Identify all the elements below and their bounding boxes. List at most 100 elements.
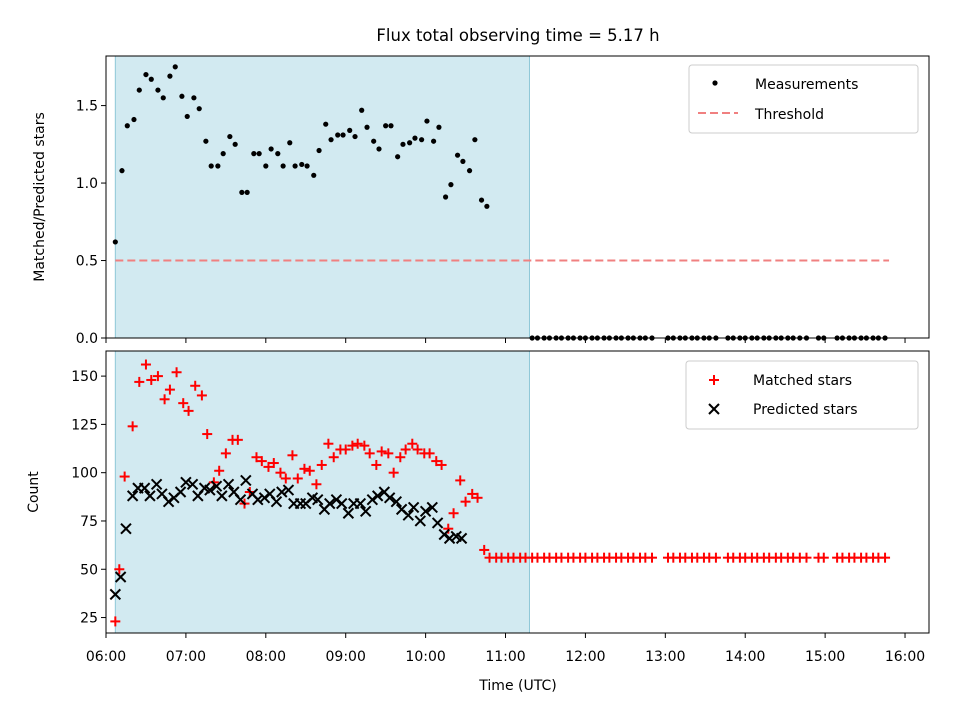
cross-stroke-b [162,495,175,508]
matched-star-marker [114,564,125,575]
cross-stroke-b [186,478,199,490]
predicted-star-marker [443,532,456,545]
cross-stroke-b [402,509,415,521]
x-tick-label: 06:00 [86,649,126,665]
x-axis-label: Time (UTC) [478,678,556,694]
matched-star-marker [400,444,411,455]
matched-star-marker [196,390,207,401]
x-tick-label: 15:00 [805,649,845,665]
measurement-point [172,64,178,70]
matched-star-marker [190,380,201,391]
measurement-point [359,107,365,113]
predicted-star-marker [414,515,426,527]
predicted-star-marker [324,497,336,510]
measurement-point [112,239,118,245]
legend-predicted-label: Predicted stars [753,402,858,418]
measurement-point [143,71,149,78]
measurement-point [371,138,377,144]
x-tick-label: 13:00 [645,649,685,665]
predicted-star-marker [234,494,247,506]
measurement-point [220,151,226,157]
measurement-point [239,189,245,195]
matched-star-marker [412,444,423,455]
predicted-star-marker [210,480,223,492]
cross-stroke-b [426,501,438,514]
cross-stroke-b [330,494,343,506]
predicted-star-marker [402,509,415,521]
top-y-tick-label: 1.5 [76,99,98,115]
measurement-point [323,121,329,127]
measurement-point [352,133,358,140]
legend-matched-swatch [709,375,719,385]
cross-stroke-b [144,490,156,502]
predicted-star-marker [383,492,396,504]
matched-star-marker [292,473,303,484]
cross-stroke-b [395,503,408,516]
predicted-star-marker [252,494,264,506]
predicted-star-marker [222,478,235,490]
cross-stroke-b [371,490,384,502]
predicted-star-marker [336,497,348,510]
matched-star-marker [164,384,175,395]
measurement-point [460,158,466,164]
matched-star-marker [275,467,286,478]
cross-stroke-b [359,505,372,518]
matched-star-marker [388,467,399,478]
measurement-point [304,163,310,169]
cross-stroke-b [174,486,187,498]
matched-star-marker [287,450,298,461]
matched-star-marker [134,376,145,387]
measurement-point [454,152,461,158]
cross-stroke-b [708,403,720,415]
x-tick-label: 11:00 [485,649,525,665]
legend-predicted-swatch [708,403,720,415]
bottom-panel: 25 50 75 100 125 150 06:00 07:00 08:00 09:00 10:00… [71,350,930,665]
matched-star-marker [178,398,189,409]
predicted-star-marker [330,494,343,506]
matched-star-marker [256,456,267,467]
measurement-point [478,197,485,203]
predicted-star-marker [419,505,432,518]
measurement-point [160,95,166,101]
measurement-point [436,124,442,130]
measurement-point [119,168,125,174]
measurement-point [316,147,322,154]
x-tick-label: 10:00 [405,649,445,665]
predicted-star-marker [407,501,420,514]
cross-stroke-b [455,532,468,545]
matched-star-marker [232,434,243,445]
predicted-star-marker [186,478,199,490]
matched-star-marker [220,448,231,459]
cross-stroke-b [312,494,324,506]
measurement-point [412,135,418,141]
measurement-point [335,132,341,138]
predicted-star-marker [426,501,438,514]
cross-stroke-b [240,474,252,487]
cross-stroke-b [419,505,432,518]
measurement-point [311,172,317,178]
predicted-star-marker [180,476,192,489]
measurement-point [184,113,190,120]
matched-star-marker [364,448,375,459]
cross-stroke-b [276,486,288,498]
x-tick-label: 12:00 [565,649,605,665]
matched-star-marker [431,456,442,467]
matched-star-marker [818,552,829,563]
cross-stroke-b [109,588,122,601]
cross-stroke-b [336,497,348,510]
matched-star-marker [299,463,310,474]
predicted-star-marker [258,492,271,504]
x-tick-label: 07:00 [166,649,206,665]
measurement-point [208,163,214,169]
predicted-star-marker [126,490,139,502]
top-observing-span [114,55,530,339]
measurement-point [256,151,262,157]
top-y-axis-label: Matched/Predicted stars [32,112,48,282]
bottom-y-tick-label: 150 [71,369,98,385]
measurement-point [292,163,298,169]
cross-stroke-b [234,494,247,506]
predicted-star-marker [204,484,216,496]
measurement-point [328,137,334,143]
cross-stroke-b [390,495,403,508]
x-tick-label: 14:00 [725,649,765,665]
